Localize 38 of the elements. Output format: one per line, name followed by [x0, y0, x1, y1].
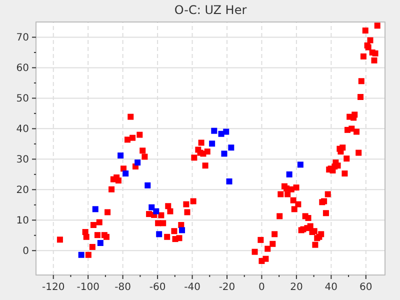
point	[148, 204, 155, 210]
x-tick-label: 40	[324, 282, 338, 293]
point	[211, 128, 218, 134]
point	[78, 252, 84, 258]
y-tick-label: 70	[16, 32, 29, 44]
y-tick-label: 60	[16, 63, 29, 74]
x-tick-label: -100	[76, 282, 100, 293]
x-tick-label: 20	[290, 282, 303, 293]
y-tick-label: 10	[16, 216, 29, 227]
point	[228, 144, 234, 151]
point	[92, 206, 98, 212]
point	[156, 231, 162, 238]
point	[118, 152, 124, 159]
x-tick-label: -20	[218, 282, 236, 293]
point	[97, 240, 104, 246]
point	[223, 128, 230, 135]
x-tick-label: 0	[258, 282, 265, 293]
point	[144, 182, 151, 188]
point	[134, 160, 141, 166]
x-tick-label: 60	[360, 282, 372, 293]
x-tick-label: -120	[42, 282, 65, 293]
point	[179, 227, 186, 234]
point	[297, 162, 304, 168]
y-tick-label: 40	[16, 124, 29, 136]
point	[122, 170, 129, 176]
y-tick-label: 50	[16, 94, 29, 105]
point	[226, 178, 232, 184]
point	[209, 140, 216, 147]
x-tick-label: -60	[149, 282, 166, 293]
x-tick-label: -40	[184, 282, 200, 293]
y-tick-label: 30	[16, 154, 29, 166]
chart-title: O-C: UZ Her	[174, 3, 247, 17]
point	[221, 150, 228, 157]
y-tick-label: 20	[16, 185, 29, 196]
y-tick-label: 0	[22, 246, 29, 258]
x-tick-label: -80	[114, 282, 131, 293]
point	[286, 171, 292, 178]
point	[153, 208, 160, 214]
